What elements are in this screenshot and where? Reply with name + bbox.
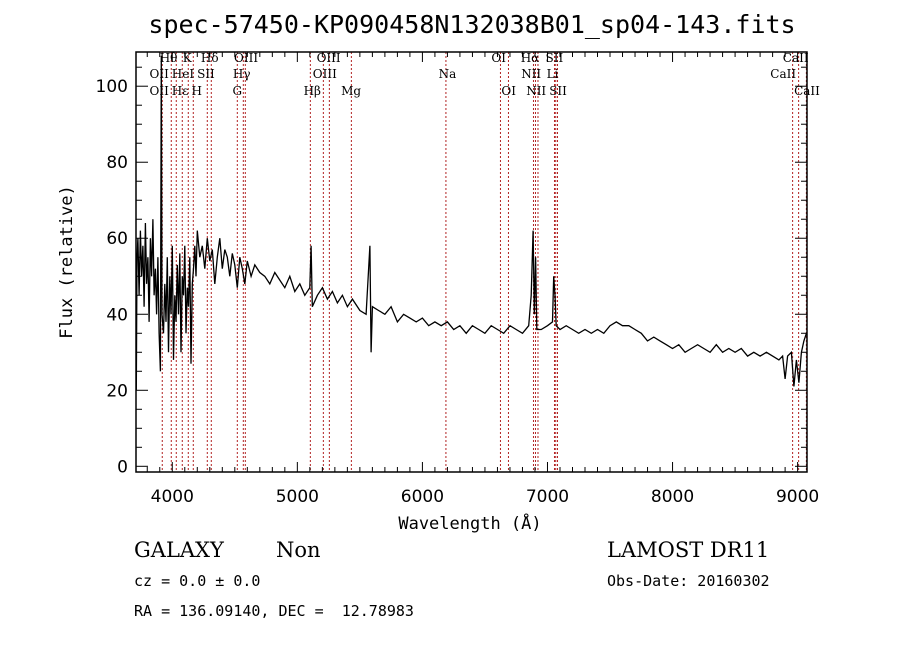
line-label: Hδ: [201, 51, 219, 65]
line-label: CaII: [770, 67, 796, 81]
x-tick-label: 6000: [401, 487, 444, 507]
line-label: OI: [491, 51, 506, 65]
x-tick-label: 8000: [651, 487, 694, 507]
redshift-cz: cz = 0.0 ± 0.0: [134, 572, 261, 590]
y-tick-label: 20: [106, 381, 128, 401]
object-subclass: Non: [276, 538, 321, 562]
line-label: OIII: [313, 67, 337, 81]
line-label: SII: [546, 51, 564, 65]
y-tick-label: 100: [96, 77, 128, 97]
y-tick-label: 80: [106, 153, 128, 173]
line-label: OII: [150, 67, 170, 81]
line-label: OII: [150, 84, 170, 98]
line-label: Mg: [341, 84, 361, 98]
line-label: K: [183, 51, 193, 65]
y-tick-label: 0: [117, 457, 128, 477]
line-label: CaII: [783, 51, 809, 65]
x-tick-label: 9000: [776, 487, 819, 507]
survey-name: LAMOST DR11: [607, 538, 770, 562]
line-label: OIII: [234, 51, 258, 65]
line-label: Hβ: [304, 84, 321, 98]
line-label: Hα: [521, 51, 540, 65]
line-label: Hθ: [160, 51, 178, 65]
line-label: H: [192, 84, 202, 98]
spectrum-line: [135, 55, 808, 391]
line-label: NII: [526, 84, 546, 98]
object-class: GALAXY: [134, 538, 224, 562]
line-label: Li: [547, 67, 559, 81]
x-tick-label: 4000: [151, 487, 194, 507]
line-label: Na: [439, 67, 457, 81]
line-label: NII: [521, 67, 541, 81]
line-label: OIII: [317, 51, 341, 65]
line-label: G: [233, 84, 243, 98]
y-tick-label: 60: [106, 229, 128, 249]
y-axis-label: Flux (relative): [57, 185, 77, 339]
y-axis: 0 20 40 60 80 100: [96, 66, 807, 477]
x-tick-label: 5000: [276, 487, 319, 507]
ra-dec: RA = 136.09140, DEC = 12.78983: [134, 602, 414, 620]
obs-date: Obs-Date: 20160302: [607, 572, 770, 590]
plot-frame: [135, 51, 808, 473]
chart-title: spec-57450-KP090458N132038B01_sp04-143.f…: [148, 10, 795, 39]
x-axis: 4000 5000 6000 7000 8000 9000: [146, 52, 819, 507]
x-tick-label: 7000: [526, 487, 569, 507]
y-tick-label: 40: [106, 305, 128, 325]
x-axis-label: Wavelength (Å): [398, 512, 541, 534]
line-label: Hε: [172, 84, 189, 98]
line-markers: [161, 52, 807, 472]
line-label: HeI: [172, 67, 195, 81]
line-label: OI: [501, 84, 516, 98]
line-label: Hγ: [233, 67, 251, 81]
line-label: SII: [549, 84, 567, 98]
line-label: SII: [197, 67, 215, 81]
